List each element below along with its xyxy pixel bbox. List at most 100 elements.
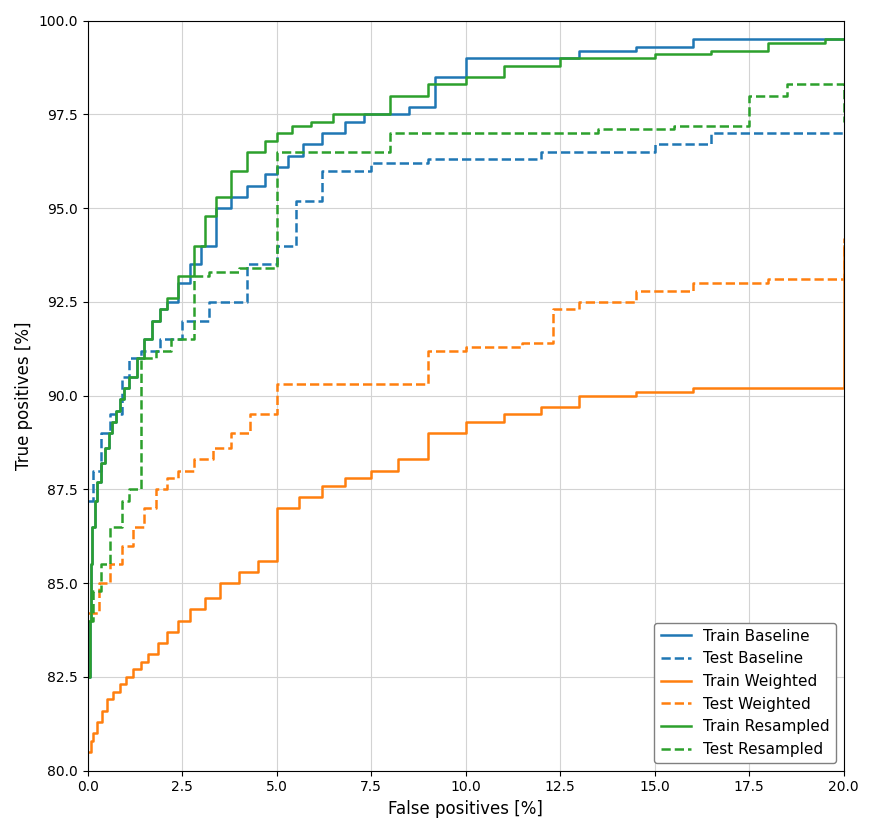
Train Resampled xyxy=(306,117,316,127)
Line: Test Weighted: Test Weighted xyxy=(87,238,843,613)
Test Resampled xyxy=(96,560,107,570)
Train Resampled xyxy=(147,316,157,326)
Test Weighted xyxy=(687,278,697,288)
Test Resampled xyxy=(593,124,603,134)
Test Resampled xyxy=(82,616,93,626)
Train Weighted xyxy=(143,650,154,660)
Test Baseline xyxy=(155,334,165,344)
Train Baseline xyxy=(241,181,252,191)
Train Baseline xyxy=(92,476,102,486)
Train Weighted xyxy=(199,593,210,603)
Train Weighted xyxy=(253,556,263,566)
Train Baseline xyxy=(86,560,96,570)
Line: Test Resampled: Test Resampled xyxy=(87,84,843,621)
Test Resampled xyxy=(781,79,792,89)
Test Weighted xyxy=(94,578,104,588)
Train Weighted xyxy=(630,387,641,397)
Train Resampled xyxy=(96,458,107,468)
Test Resampled xyxy=(233,263,244,273)
Train Resampled xyxy=(155,304,165,314)
Test Resampled xyxy=(189,271,199,281)
Train Resampled xyxy=(820,34,830,44)
Train Baseline xyxy=(108,416,118,426)
Train Baseline xyxy=(96,458,107,468)
Train Resampled xyxy=(173,271,184,281)
Train Resampled xyxy=(226,166,237,176)
Train Weighted xyxy=(339,473,350,483)
Test Weighted xyxy=(226,428,237,438)
Train Baseline xyxy=(196,241,206,251)
Train Baseline xyxy=(211,203,221,213)
Test Baseline xyxy=(317,166,328,176)
Train Weighted xyxy=(82,747,93,757)
Train Resampled xyxy=(555,53,565,63)
Train Resampled xyxy=(124,372,135,382)
Test Baseline xyxy=(124,353,135,363)
Test Weighted xyxy=(162,473,172,483)
Train Baseline xyxy=(162,297,172,307)
Train Weighted xyxy=(108,687,119,697)
Train Baseline xyxy=(461,53,471,63)
Train Baseline xyxy=(226,192,237,202)
Test Baseline xyxy=(96,428,107,438)
Test Resampled xyxy=(669,121,679,131)
Train Baseline xyxy=(87,522,98,532)
Train Resampled xyxy=(111,406,121,416)
Train Weighted xyxy=(423,428,434,438)
Train Weighted xyxy=(498,409,509,419)
Test Baseline xyxy=(204,297,214,307)
Test Baseline xyxy=(593,147,603,157)
Train Resampled xyxy=(132,353,142,363)
Train Weighted xyxy=(102,695,113,705)
Train Weighted xyxy=(461,416,471,426)
Train Baseline xyxy=(430,72,440,82)
Train Resampled xyxy=(593,53,603,63)
Train Resampled xyxy=(763,38,773,48)
Train Weighted xyxy=(801,383,811,393)
Test Weighted xyxy=(630,286,641,296)
Test Resampled xyxy=(272,147,282,157)
Test Baseline xyxy=(366,158,377,168)
Train Resampled xyxy=(119,383,129,393)
Train Resampled xyxy=(103,428,114,438)
Test Resampled xyxy=(329,147,339,157)
Test Resampled xyxy=(461,128,471,138)
Test Resampled xyxy=(838,117,849,127)
Train Weighted xyxy=(233,567,244,577)
Train Baseline xyxy=(147,316,157,326)
Train Weighted xyxy=(392,454,403,464)
Test Weighted xyxy=(116,541,127,551)
Train Weighted xyxy=(173,616,184,626)
Test Weighted xyxy=(272,379,282,389)
Test Resampled xyxy=(105,522,115,532)
Train Baseline xyxy=(536,53,546,63)
Train Weighted xyxy=(121,672,131,682)
Test Baseline xyxy=(838,128,849,138)
Test Weighted xyxy=(128,522,138,532)
Test Resampled xyxy=(744,91,754,101)
Train Weighted xyxy=(317,481,328,491)
Train Resampled xyxy=(241,147,252,157)
Train Weighted xyxy=(152,638,163,648)
Test Weighted xyxy=(366,379,377,389)
Train Baseline xyxy=(260,169,271,179)
Train Weighted xyxy=(86,736,96,746)
Test Resampled xyxy=(385,128,395,138)
Train Baseline xyxy=(184,259,195,269)
Train Weighted xyxy=(215,578,225,588)
Test Resampled xyxy=(124,485,135,495)
Test Baseline xyxy=(241,259,252,269)
Train Resampled xyxy=(199,211,210,221)
Train Weighted xyxy=(92,717,102,727)
Test Weighted xyxy=(838,233,849,243)
Train Baseline xyxy=(85,616,95,626)
Train Weighted xyxy=(574,391,585,401)
Test Baseline xyxy=(82,496,93,506)
Train Resampled xyxy=(385,91,395,101)
Train Resampled xyxy=(89,496,100,506)
Train Weighted xyxy=(687,383,697,393)
Test Resampled xyxy=(116,496,127,506)
Train Baseline xyxy=(119,383,129,393)
Train Resampled xyxy=(92,476,102,486)
Train Weighted xyxy=(184,605,195,615)
